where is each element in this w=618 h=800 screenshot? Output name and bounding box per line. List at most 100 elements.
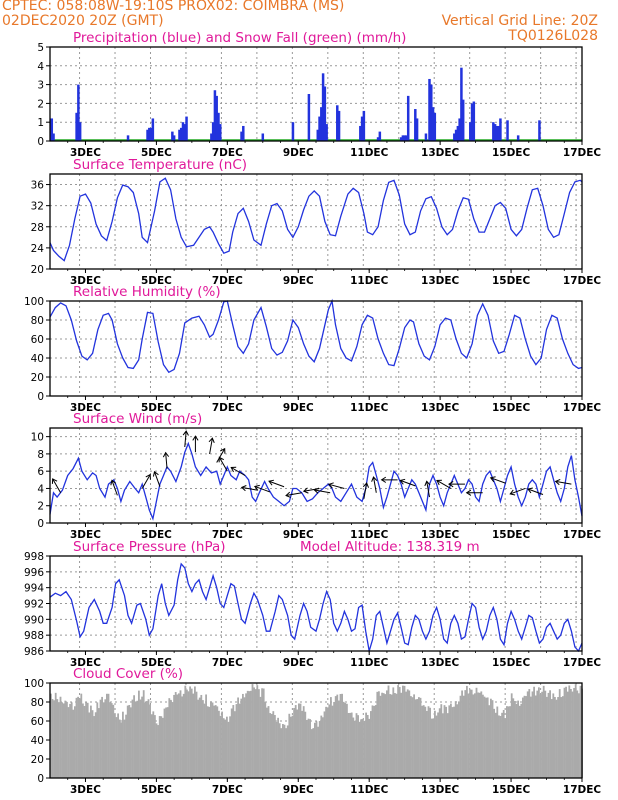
cloud-cover-bar bbox=[546, 696, 548, 778]
precipitation-bar bbox=[458, 118, 461, 141]
cloud-cover-bar bbox=[77, 696, 79, 778]
precipitation-bar bbox=[217, 112, 220, 141]
cloud-cover-bar bbox=[509, 706, 511, 778]
cloud-cover-bar bbox=[106, 693, 108, 778]
temperature-xtick-label: 9DEC bbox=[283, 275, 314, 287]
wind-ytick-label: 8 bbox=[37, 449, 44, 461]
cloud-cover-bar bbox=[251, 684, 254, 778]
cloud-cover-bar bbox=[558, 689, 561, 778]
cloud-cover-bar bbox=[237, 697, 239, 778]
cloud-cover-bar bbox=[58, 702, 60, 778]
pressure-ytick-label: 994 bbox=[24, 583, 44, 595]
temperature-ytick-label: 36 bbox=[31, 180, 45, 192]
cloud-ytick-label: 80 bbox=[31, 697, 44, 709]
cloud-cover-bar bbox=[208, 706, 211, 778]
cloud-cover-bar bbox=[216, 706, 219, 778]
cloud-cover-bar bbox=[146, 701, 148, 778]
cloud-cover-bar bbox=[424, 706, 427, 778]
cloud-cover-bar bbox=[144, 702, 147, 778]
cloud-cover-bar bbox=[90, 705, 92, 778]
precipitation-bar bbox=[428, 78, 431, 141]
cloud-cover-bar bbox=[314, 722, 316, 778]
cloud-cover-bar bbox=[330, 697, 332, 778]
cloud-xtick-label: 9DEC bbox=[283, 784, 314, 796]
cloud-cover-bar bbox=[512, 698, 515, 778]
cloud-cover-bar bbox=[482, 694, 484, 778]
model-altitude-label: Model Altitude: 138.319 m bbox=[300, 539, 480, 555]
cloud-cover-bar bbox=[394, 692, 396, 778]
precipitation-bar bbox=[75, 112, 78, 141]
cloud-cover-bar bbox=[392, 687, 395, 778]
cloud-cover-bar bbox=[438, 708, 441, 778]
precipitation-bar bbox=[456, 125, 460, 141]
cloud-cover-bar bbox=[422, 705, 425, 778]
wind-arrow bbox=[527, 487, 544, 495]
cloud-cover-bar bbox=[328, 704, 331, 778]
header-date: 02DEC2020 20Z (GMT) bbox=[2, 13, 164, 29]
cloud-cover-bar bbox=[554, 696, 556, 778]
cloud-cover-bar bbox=[350, 712, 353, 778]
cloud-cover-bar bbox=[256, 685, 259, 778]
temperature-line bbox=[49, 177, 583, 262]
cloud-cover-bar bbox=[427, 706, 430, 778]
cloud-cover-bar bbox=[435, 715, 438, 778]
cloud-cover-bar bbox=[226, 716, 228, 778]
cloud-cover-bar bbox=[134, 701, 137, 778]
cloud-cover-bar bbox=[163, 708, 166, 778]
wind-arrow bbox=[436, 479, 452, 489]
cloud-cover-bar bbox=[214, 705, 217, 778]
cloud-cover-bar bbox=[190, 688, 193, 778]
precipitation-bar bbox=[470, 103, 474, 141]
cloud-cover-bar bbox=[290, 716, 292, 778]
cloud-cover-bar bbox=[270, 713, 273, 778]
temperature-ytick-label: 32 bbox=[31, 201, 44, 213]
header-grid-note: Vertical Grid Line: 20Z bbox=[441, 13, 598, 29]
precipitation-bar bbox=[460, 67, 463, 141]
cloud-cover-bar bbox=[336, 694, 339, 778]
cloud-cover-bar bbox=[504, 718, 507, 778]
cloud-ytick-label: 60 bbox=[31, 716, 44, 728]
cloud-cover-bar bbox=[352, 717, 355, 778]
cloud-cover-bar bbox=[440, 704, 443, 778]
cloud-cover-bar bbox=[493, 708, 495, 778]
cloud-cover-bar bbox=[488, 705, 491, 778]
precipitation-xtick-label: 15DEC bbox=[492, 147, 531, 159]
cloud-cover-bar bbox=[528, 689, 531, 778]
cloud-cover-bar bbox=[94, 712, 97, 778]
cloud-cover-bar bbox=[64, 700, 67, 778]
precipitation-bar bbox=[178, 129, 181, 141]
precipitation-ytick-label: 5 bbox=[37, 42, 44, 54]
cloud-cover-bar bbox=[184, 685, 187, 778]
cloud-cover-bar bbox=[98, 708, 100, 778]
pressure-ytick-label: 990 bbox=[24, 614, 44, 626]
cloud-cover-bar bbox=[115, 717, 118, 778]
cloud-cover-bar bbox=[534, 695, 537, 778]
wind-arrow bbox=[182, 430, 189, 448]
cloud-cover-bar bbox=[400, 692, 403, 778]
precipitation-bar bbox=[316, 129, 320, 141]
wind-xtick-label: 13DEC bbox=[421, 529, 460, 541]
cloud-cover-bar bbox=[296, 709, 299, 778]
wind-ytick-label: 2 bbox=[37, 501, 44, 513]
cloud-cover-bar bbox=[462, 695, 465, 778]
pressure-ytick-label: 988 bbox=[24, 630, 44, 642]
cloud-cover-bar bbox=[538, 687, 540, 778]
cloud-cover-bar bbox=[491, 700, 494, 778]
wind-xtick-label: 11DEC bbox=[350, 529, 389, 541]
cloud-cover-bar bbox=[506, 706, 508, 778]
humidity-ytick-label: 40 bbox=[31, 353, 44, 365]
cloud-cover-bar bbox=[192, 693, 195, 778]
cloud-cover-bar bbox=[302, 706, 305, 778]
temperature-xtick-label: 5DEC bbox=[141, 275, 172, 287]
cloud-ytick-label: 0 bbox=[37, 773, 44, 785]
cloud-cover-bar bbox=[232, 705, 235, 778]
temperature-xtick-label: 15DEC bbox=[492, 275, 531, 287]
cloud-cover-bar bbox=[53, 700, 55, 778]
cloud-cover-bar bbox=[325, 706, 327, 778]
cloud-cover-bar bbox=[429, 707, 431, 778]
cloud-cover-bar bbox=[88, 712, 91, 778]
cloud-cover-bar bbox=[109, 702, 111, 778]
cloud-cover-bar bbox=[533, 686, 535, 778]
cloud-cover-bar bbox=[456, 704, 459, 778]
wind-arrow bbox=[424, 480, 431, 498]
